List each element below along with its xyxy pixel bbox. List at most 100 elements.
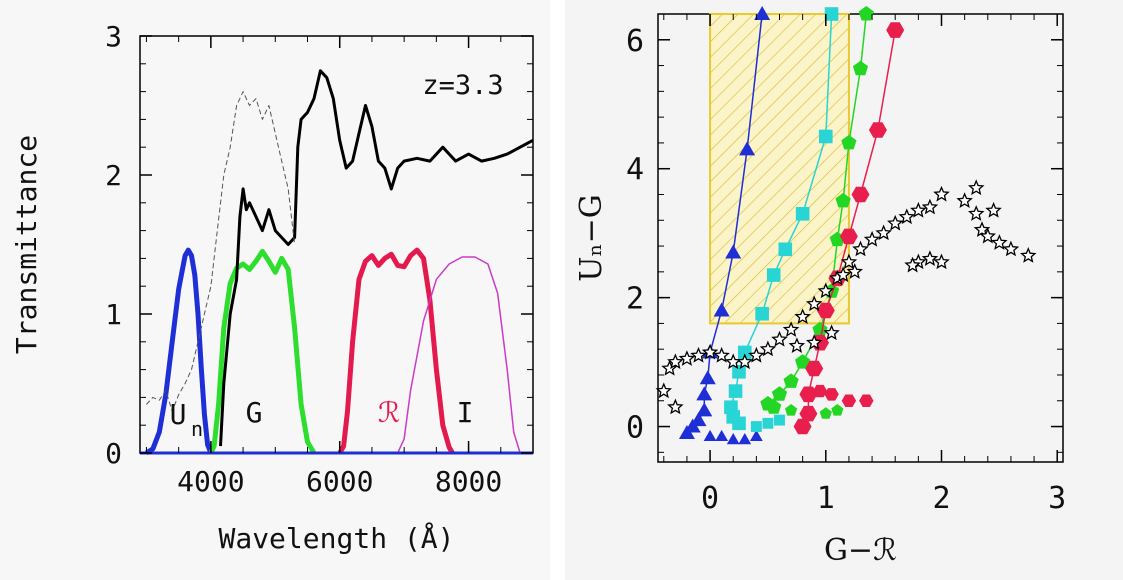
star-marker xyxy=(823,324,840,341)
filter-curve-3 xyxy=(397,256,521,454)
triangle-shape xyxy=(739,141,756,156)
star-shape xyxy=(759,340,777,357)
star-marker xyxy=(667,398,684,415)
x-tick-label: 0 xyxy=(701,481,719,516)
star-shape xyxy=(991,234,1008,250)
star-marker xyxy=(933,253,950,270)
triangle-marker xyxy=(699,370,716,385)
x-tick-label: 6000 xyxy=(306,465,373,498)
square-marker xyxy=(766,268,781,282)
pentagon-shape xyxy=(841,134,857,150)
square-marker xyxy=(750,421,762,432)
star-marker xyxy=(898,208,915,225)
star-marker xyxy=(678,350,696,366)
pentagon-marker xyxy=(760,396,776,411)
star-marker xyxy=(973,221,991,237)
star-marker xyxy=(863,230,881,247)
hexagon-marker xyxy=(851,186,870,203)
pentagon-shape xyxy=(819,407,832,419)
triangle-shape xyxy=(690,412,707,427)
y-tick-label: 2 xyxy=(105,159,122,192)
pentagon-shape xyxy=(783,373,799,388)
star-marker xyxy=(846,263,864,279)
triangle-shape xyxy=(696,402,713,417)
star-shape xyxy=(690,346,707,363)
hexagon-marker xyxy=(839,228,858,245)
square-marker xyxy=(724,400,738,415)
filter-curve-2 xyxy=(337,247,455,455)
triangle-shape xyxy=(749,429,763,442)
triangle-marker xyxy=(696,402,713,417)
hexagon-marker xyxy=(824,388,839,401)
y-tick-label: 2 xyxy=(626,282,644,317)
star-shape xyxy=(898,208,915,225)
pentagon-shape xyxy=(795,354,811,369)
star-marker xyxy=(834,266,852,283)
pentagon-marker xyxy=(852,60,869,76)
star-shape xyxy=(921,250,939,266)
star-marker xyxy=(748,346,765,363)
star-marker xyxy=(806,333,823,350)
star-marker xyxy=(910,201,927,218)
star-marker xyxy=(667,353,684,370)
star-marker xyxy=(759,340,777,357)
y-axis-label: Uₙ−G xyxy=(574,194,609,281)
star-marker xyxy=(956,192,973,208)
plot-frame xyxy=(139,35,534,454)
star-shape xyxy=(788,337,806,353)
hexagon-marker xyxy=(812,384,828,398)
filter-label-un-sub: n xyxy=(191,417,203,441)
hexagon-shape xyxy=(816,302,835,319)
right-chart-panel: 0 1 2 3 0 2 4 6 G−ℛ Uₙ−G xyxy=(565,0,1123,580)
star-marker xyxy=(806,295,823,312)
star-shape xyxy=(771,330,788,347)
spectrum-solid xyxy=(219,69,534,447)
square-shape xyxy=(778,242,793,257)
hexagon-shape xyxy=(799,386,818,403)
star-marker xyxy=(840,253,858,270)
hexagon-shape xyxy=(886,22,905,38)
triangle-marker xyxy=(749,429,763,442)
square-marker xyxy=(755,306,769,321)
y-tick-label: 3 xyxy=(105,20,122,53)
hexagon-marker xyxy=(886,22,905,38)
triangle-marker xyxy=(690,412,707,427)
star-shape xyxy=(782,321,800,337)
star-shape xyxy=(817,282,834,299)
triangle-shape xyxy=(725,244,742,259)
hexagon-marker xyxy=(805,360,824,377)
star-shape xyxy=(985,201,1002,218)
spectrum-dashed xyxy=(146,91,296,412)
hexagon-marker xyxy=(799,386,818,403)
star-shape xyxy=(933,253,950,270)
star-shape xyxy=(840,253,858,270)
triangle-marker xyxy=(696,386,713,401)
y-axis-label: Transmittance xyxy=(10,135,43,354)
star-shape xyxy=(968,179,985,196)
square-shape xyxy=(795,207,810,221)
square-shape xyxy=(766,268,781,282)
triangle-marker xyxy=(725,244,742,259)
star-marker xyxy=(852,240,869,257)
color-color-diagram: 0 1 2 3 0 2 4 6 G−ℛ Uₙ−G xyxy=(574,6,1066,568)
triangle-shape xyxy=(715,429,729,442)
hexagon-marker xyxy=(868,122,887,138)
hexagon-shape xyxy=(793,418,812,435)
pentagon-shape xyxy=(852,60,869,76)
star-marker xyxy=(817,282,834,299)
star-shape xyxy=(887,214,904,231)
star-shape xyxy=(823,324,840,341)
star-shape xyxy=(806,333,823,350)
filter-curve-1 xyxy=(208,248,317,455)
star-shape xyxy=(678,350,696,366)
square-marker xyxy=(774,414,785,426)
y-tick-label: 0 xyxy=(105,437,122,470)
star-marker xyxy=(875,224,892,241)
star-shape xyxy=(846,263,864,279)
star-marker xyxy=(991,234,1008,250)
star-shape xyxy=(1002,240,1020,257)
left-chart-panel: 4000 6000 8000 0 1 2 3 z=3.3 Wavelength (Å) Trans… xyxy=(0,0,550,580)
triangle-shape xyxy=(754,6,771,20)
square-shape xyxy=(728,384,743,398)
square-shape xyxy=(755,306,769,321)
